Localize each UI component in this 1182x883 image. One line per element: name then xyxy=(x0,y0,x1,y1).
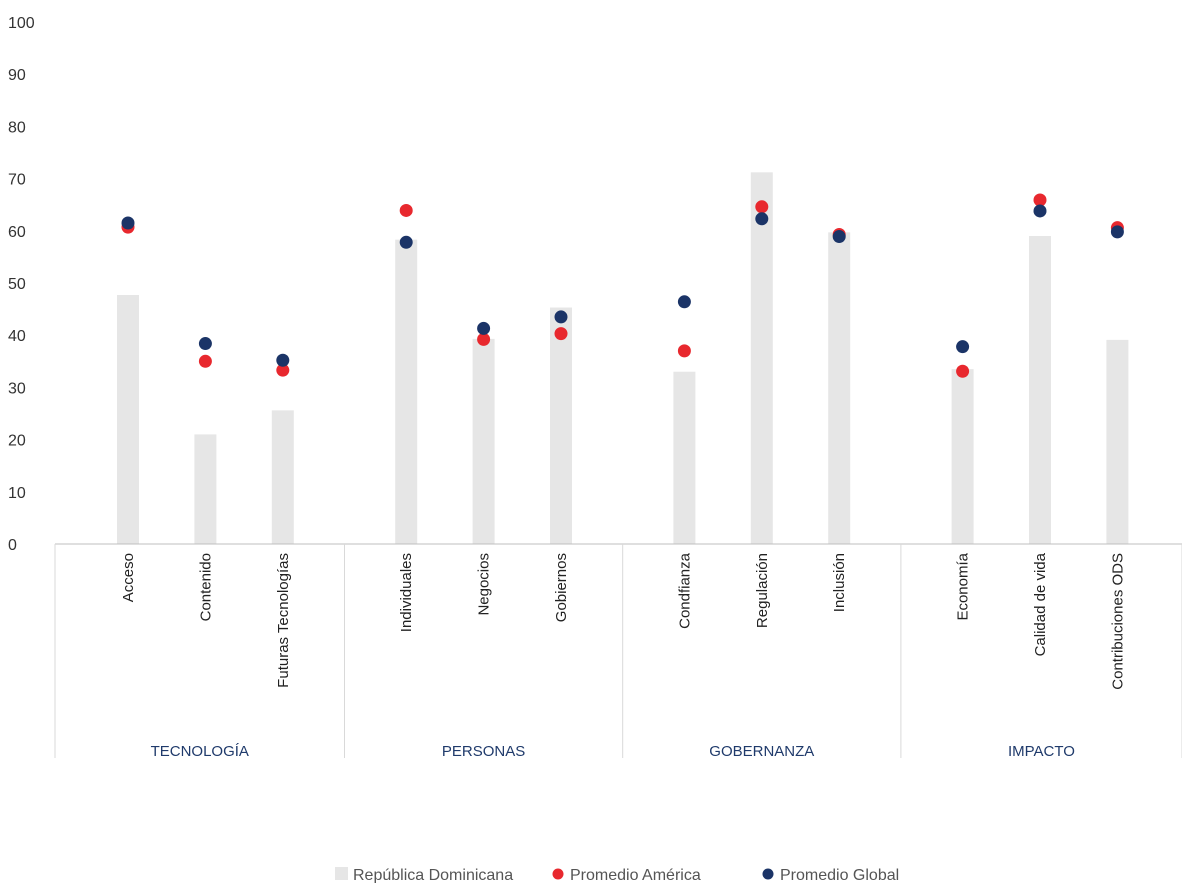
legend-swatch xyxy=(552,868,564,880)
y-tick-label: 40 xyxy=(8,328,26,345)
bar xyxy=(1106,339,1129,544)
category-label: Gobiernos xyxy=(553,553,570,622)
dot-point xyxy=(755,212,769,226)
bar xyxy=(673,371,696,544)
y-tick-label: 90 xyxy=(8,67,26,84)
category-label: Regulación xyxy=(754,553,771,628)
legend-label: Promedio Global xyxy=(780,867,899,883)
bar xyxy=(750,172,773,544)
bar xyxy=(550,307,572,544)
group-label: IMPACTO xyxy=(1008,743,1075,760)
y-tick-label: 10 xyxy=(8,485,26,502)
bar xyxy=(1029,236,1051,544)
dot-point xyxy=(677,295,691,309)
legend-label: República Dominicana xyxy=(353,867,513,883)
category-label: Condfianza xyxy=(676,552,693,629)
y-tick-label: 50 xyxy=(8,276,26,293)
y-tick-label: 60 xyxy=(8,224,26,241)
bar xyxy=(395,239,418,544)
dot-point xyxy=(554,310,568,324)
y-tick-label: 80 xyxy=(8,119,26,136)
group-label: TECNOLOGÍA xyxy=(151,743,249,760)
dot-point xyxy=(956,340,970,354)
dot-point xyxy=(399,235,413,249)
bar xyxy=(194,434,217,544)
bars xyxy=(117,172,1129,544)
dot-point xyxy=(198,354,212,368)
bar xyxy=(271,410,294,544)
legend-swatch xyxy=(762,868,774,880)
category-label: Acceso xyxy=(120,553,137,602)
bar xyxy=(951,369,974,544)
legend: República Dominicana Promedio América Prom… xyxy=(335,867,899,883)
dot-point xyxy=(1033,204,1047,218)
y-axis: 0 10 20 30 40 50 60 70 80 90 100 xyxy=(8,15,35,554)
y-tick-label: 100 xyxy=(8,15,35,32)
y-tick-label: 70 xyxy=(8,172,26,189)
dots xyxy=(121,193,1124,378)
y-tick-label: 30 xyxy=(8,380,26,397)
dot-point xyxy=(198,337,212,351)
category-label: Calidad de vida xyxy=(1032,552,1049,656)
category-label: Contribuciones ODS xyxy=(1109,553,1126,690)
y-tick-label: 0 xyxy=(8,537,17,554)
dot-point xyxy=(956,364,970,378)
x-axis: Acceso Contenido Futuras Tecnologías Indivi… xyxy=(54,543,1182,760)
group-label: PERSONAS xyxy=(442,743,525,760)
category-label: Inclusión xyxy=(831,553,848,612)
category-label: Economía xyxy=(955,552,972,620)
legend-label: Promedio América xyxy=(570,867,701,883)
dot-point xyxy=(832,230,846,244)
category-label: Futuras Tecnologías xyxy=(275,553,292,688)
group-label: GOBERNANZA xyxy=(709,743,814,760)
dot-point xyxy=(121,216,135,230)
dot-point xyxy=(1110,225,1124,239)
bar xyxy=(472,338,495,544)
category-label: Contenido xyxy=(197,553,214,621)
dot-point xyxy=(677,344,691,358)
dot-point xyxy=(399,203,413,217)
bar xyxy=(117,295,139,544)
bar xyxy=(828,232,851,544)
dot-point xyxy=(276,353,290,367)
dot-point xyxy=(477,321,491,335)
y-tick-label: 20 xyxy=(8,433,26,450)
dot-point xyxy=(755,200,769,214)
category-label: Individuales xyxy=(398,553,415,632)
legend-swatch xyxy=(335,867,348,880)
dot-point xyxy=(276,363,290,377)
dot-point xyxy=(477,332,491,346)
dot-point xyxy=(554,327,568,341)
dot-point xyxy=(1033,193,1047,207)
category-label: Negocios xyxy=(476,553,493,616)
